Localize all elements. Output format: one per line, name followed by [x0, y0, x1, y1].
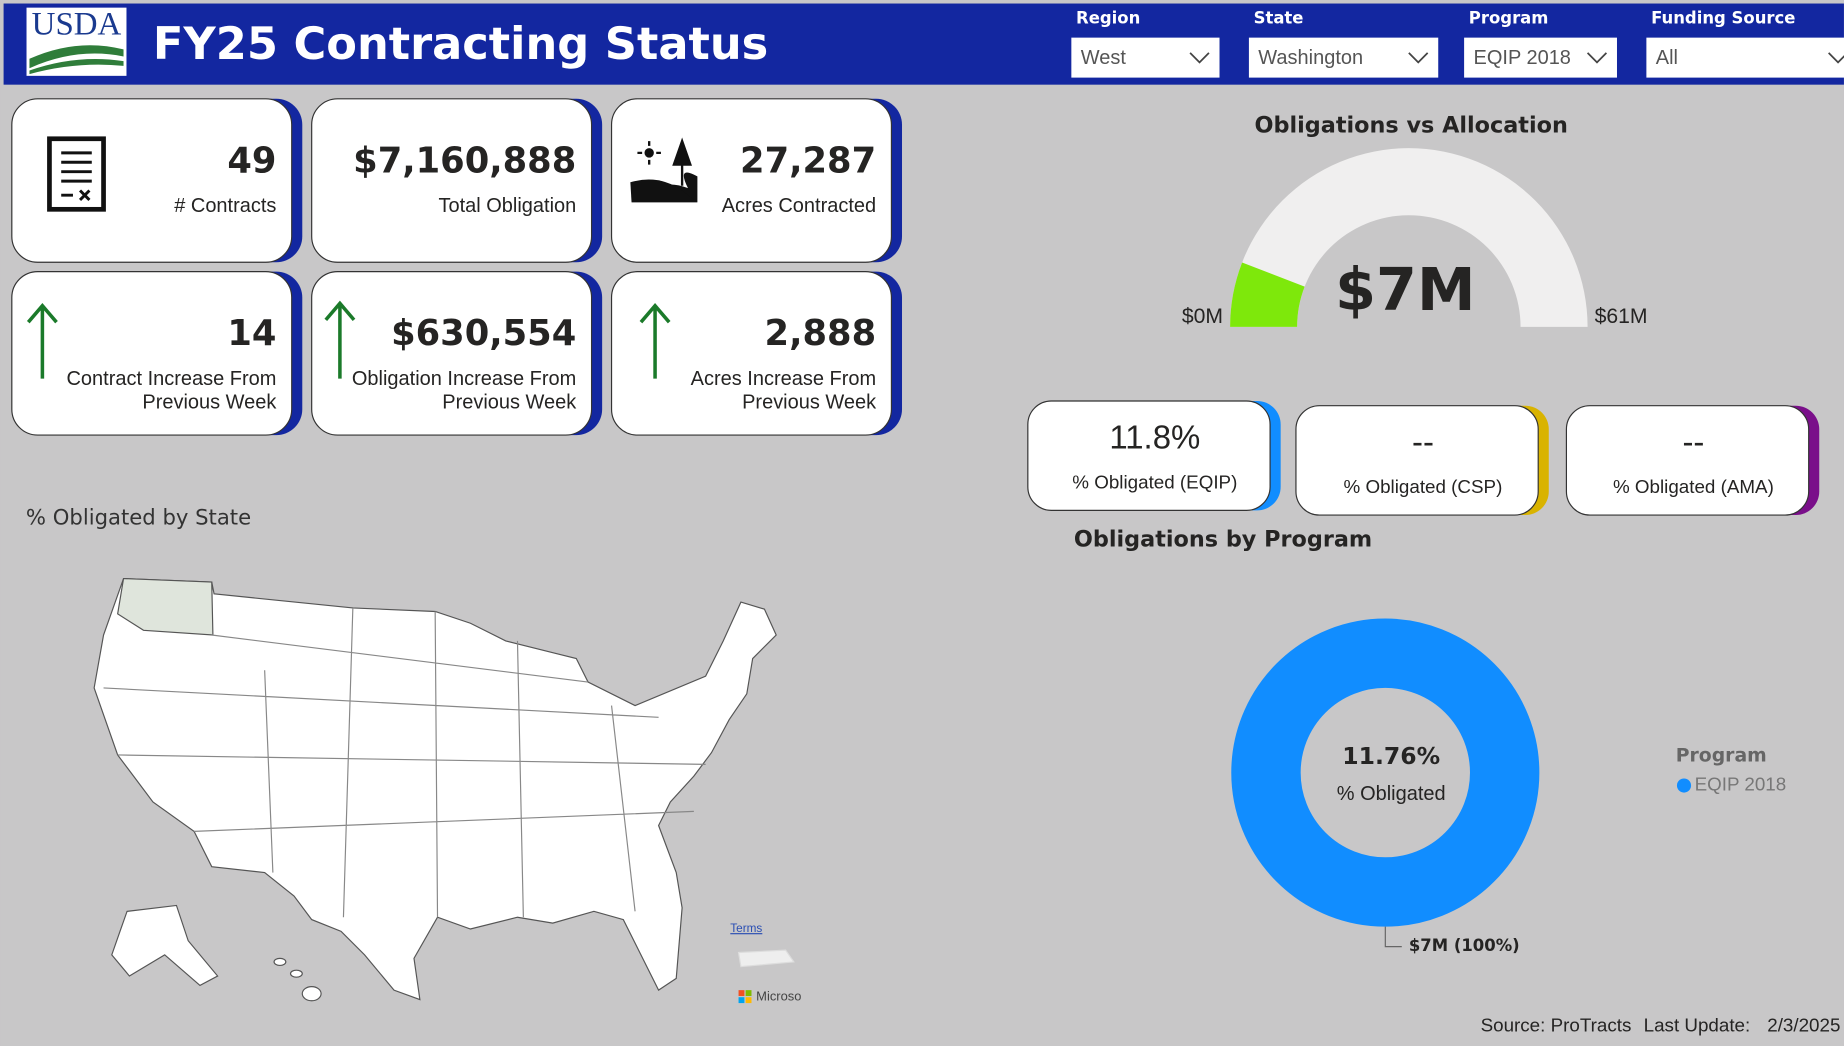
filter-label: Funding Source — [1651, 8, 1795, 27]
logo-text: USDA — [32, 7, 122, 43]
ms-logo — [738, 990, 745, 997]
chevron — [1586, 52, 1608, 64]
card-value: $7,160,888 — [353, 140, 576, 181]
hawaii — [301, 986, 322, 1002]
chevron — [1828, 52, 1844, 64]
leader-line — [1384, 926, 1402, 948]
ms-logo — [738, 997, 745, 1004]
footer: Source: ProTracts Last Update: 2/3/2025 — [1481, 1015, 1841, 1036]
card-label: Previous Week — [442, 392, 577, 414]
filter-label: Program — [1469, 8, 1549, 27]
kpi-value: -- — [1412, 423, 1434, 460]
kpi-value: 11.8% — [1109, 419, 1200, 456]
card-value: $630,554 — [391, 313, 576, 354]
filter-value: Washington — [1258, 47, 1363, 69]
filter-dropdown[interactable] — [1248, 37, 1439, 78]
gauge-tick-label: $0M — [1182, 305, 1223, 328]
map-attribution: Microsoft — [756, 989, 809, 1004]
card — [311, 98, 593, 263]
card — [11, 271, 293, 436]
card-label: Previous Week — [742, 392, 877, 414]
us-map — [93, 577, 795, 1002]
up-arrow — [26, 300, 671, 379]
kpi-card — [1295, 405, 1539, 516]
contract-icon — [47, 136, 106, 212]
kpi-label: % Obligated (CSP) — [1344, 476, 1503, 497]
card-label: Total Obligation — [439, 195, 577, 217]
card — [311, 271, 593, 436]
chart-title: Obligations vs Allocation — [1255, 112, 1568, 138]
data-label: $7M (100%) — [1409, 936, 1520, 955]
card — [610, 271, 893, 436]
filter-label: Region — [1076, 8, 1140, 27]
kpi-card — [1565, 405, 1810, 516]
card-value: 2,888 — [765, 313, 877, 354]
legend-title: Program — [1676, 746, 1767, 767]
donut-center-label: % Obligated — [1337, 783, 1446, 805]
kpi-label: % Obligated (EQIP) — [1072, 471, 1237, 492]
footer-update-label: Last Update: — [1644, 1015, 1751, 1036]
hawaii — [289, 969, 303, 978]
card-label: # Contracts — [174, 195, 276, 217]
footer-update-value: 2/3/2025 — [1767, 1015, 1840, 1036]
washington-state — [117, 577, 214, 636]
legend-label: EQIP 2018 — [1695, 773, 1787, 794]
gauge-value: $7M — [1335, 255, 1475, 324]
gauge-tick-label: $61M — [1595, 305, 1648, 328]
chevron — [1408, 52, 1429, 64]
donut-center-value: 11.76% — [1342, 742, 1440, 770]
gauge-fill — [1230, 262, 1305, 327]
kpi-label: % Obligated (AMA) — [1613, 476, 1774, 497]
card-value: 49 — [227, 140, 276, 181]
landscape-icon — [630, 137, 698, 203]
puerto-rico — [737, 949, 795, 968]
logo-swoosh — [29, 45, 124, 69]
chart-title: Obligations by Program — [1074, 526, 1372, 552]
donut-slice — [1231, 618, 1540, 927]
logo: USDA — [25, 6, 128, 78]
gauge-track — [1230, 148, 1588, 327]
ms-logo — [745, 990, 752, 997]
filter-value: EQIP 2018 — [1474, 47, 1571, 69]
hawaii — [273, 957, 287, 967]
map-title: % Obligated by State — [26, 505, 251, 530]
map-terms[interactable]: Terms — [730, 922, 762, 935]
filter-value: All — [1656, 47, 1678, 69]
filter-label: State — [1254, 8, 1304, 27]
card-label: Obligation Increase From — [352, 368, 576, 390]
card-label: Acres Increase From — [691, 368, 876, 390]
card-label: Previous Week — [142, 392, 277, 414]
legend-dot — [1676, 778, 1692, 793]
alaska — [111, 904, 219, 987]
filter-value: West — [1081, 47, 1127, 69]
ms-logo — [745, 997, 752, 1004]
card-value: 14 — [227, 313, 276, 354]
chevron — [1189, 52, 1210, 64]
card-value: 27,287 — [740, 140, 876, 181]
card-label: Acres Contracted — [722, 195, 876, 217]
footer-source: Source: ProTracts — [1481, 1015, 1632, 1036]
logo-swoosh — [29, 59, 124, 75]
card-label: Contract Increase From — [67, 368, 277, 390]
kpi-card — [1027, 400, 1271, 511]
filter-dropdown[interactable] — [1646, 37, 1844, 78]
state-borders — [103, 607, 706, 918]
kpi-value: -- — [1682, 423, 1704, 460]
page-title: FY25 Contracting Status — [153, 18, 768, 70]
